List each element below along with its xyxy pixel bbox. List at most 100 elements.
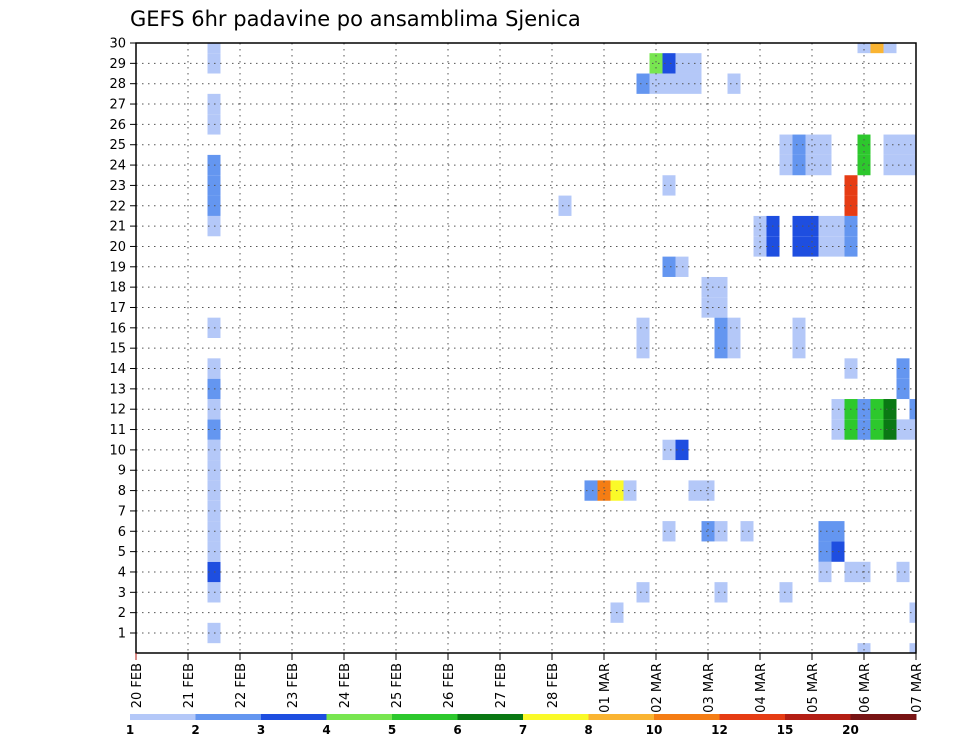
y-tick-label: 10 — [109, 443, 126, 458]
heatmap-cell — [818, 521, 832, 542]
heatmap-cell — [883, 419, 897, 440]
y-tick-label: 7 — [118, 504, 126, 519]
heatmap-cell — [701, 521, 715, 542]
colorbar-label: 7 — [519, 723, 527, 737]
heatmap-cell — [883, 154, 897, 176]
heatmap-cell — [818, 215, 832, 237]
heatmap-cell — [818, 154, 832, 176]
heatmap-cell — [896, 358, 910, 379]
y-tick-label: 17 — [109, 301, 126, 316]
colorbar-segment — [130, 714, 196, 720]
y-tick-label: 21 — [109, 220, 126, 235]
heatmap-cell — [857, 134, 871, 155]
heatmap-cell — [662, 53, 676, 74]
heatmap-cell — [662, 521, 676, 542]
heatmap-cell — [805, 134, 819, 155]
heatmap-cell — [805, 215, 819, 237]
heatmap-cell — [701, 480, 715, 501]
y-tick-label: 30 — [109, 37, 126, 52]
x-tick-label: 24 FEB — [338, 663, 353, 708]
colorbar-segment — [195, 714, 262, 720]
y-tick-label: 15 — [109, 342, 126, 357]
y-tick-label: 8 — [118, 484, 126, 499]
y-tick-label: 29 — [109, 57, 126, 72]
colorbar-segment — [654, 714, 720, 720]
y-axis: 1234567891011121314151617181920212223242… — [109, 37, 136, 642]
y-tick-label: 23 — [109, 179, 126, 194]
x-tick-label: 03 MAR — [702, 663, 717, 713]
colorbar-label: 4 — [322, 723, 330, 737]
colorbar-label: 5 — [388, 723, 396, 737]
heatmap-cell — [909, 419, 916, 440]
colorbar-label: 12 — [711, 723, 728, 737]
heatmap-cell — [870, 419, 884, 440]
heatmap-cell — [805, 236, 819, 257]
colorbar-label: 1 — [126, 723, 134, 737]
colorbar-segment — [523, 714, 589, 720]
heatmap-cell — [818, 236, 832, 257]
heatmap-cell — [636, 317, 650, 338]
y-tick-label: 12 — [109, 403, 126, 418]
heatmap-cell — [623, 480, 637, 501]
heatmap-cell — [883, 43, 897, 54]
x-tick-label: 07 MAR — [910, 663, 925, 713]
colorbar-label: 20 — [842, 723, 859, 737]
heatmap-cell — [896, 378, 910, 400]
chart-title: GEFS 6hr padavine po ansamblima Sjenica — [130, 7, 581, 31]
colorbar-segment — [588, 714, 655, 720]
colorbar-segment — [261, 714, 327, 720]
colorbar-label: 3 — [257, 723, 265, 737]
heatmap-cell — [662, 256, 676, 277]
heatmap-cell — [558, 195, 572, 216]
x-axis: 20 FEB 21 FEB 22 FEB 23 FEB 24 FEB 25 FEB 26 F… — [130, 653, 925, 713]
heatmap-cell — [896, 561, 910, 583]
heatmap-cell — [870, 399, 884, 420]
y-tick-label: 3 — [118, 586, 126, 601]
heatmap-cell — [727, 73, 741, 94]
heatmap-cell — [870, 43, 884, 54]
heatmap-cell — [818, 134, 832, 155]
heatmap-cell — [857, 43, 871, 54]
colorbar-segment — [850, 714, 917, 720]
heatmap-cell — [805, 154, 819, 176]
heatmap-cell — [792, 154, 806, 176]
x-tick-label: 26 FEB — [442, 663, 457, 708]
heatmap-cell — [779, 582, 793, 603]
heatmap-cell — [662, 175, 676, 196]
heatmap-cell — [896, 419, 910, 440]
x-tick-label: 23 FEB — [286, 663, 301, 708]
heatmap-cell — [792, 317, 806, 338]
heatmap-cell — [584, 480, 598, 501]
heatmap-cell — [207, 43, 221, 54]
y-tick-label: 13 — [109, 382, 126, 397]
y-tick-label: 6 — [118, 525, 126, 540]
heatmap-cell — [896, 134, 910, 155]
colorbar-segment — [326, 714, 393, 720]
x-tick-label: 06 MAR — [858, 663, 873, 713]
colorbar-segment — [392, 714, 458, 720]
y-tick-label: 11 — [109, 423, 126, 438]
x-tick-label: 01 MAR — [598, 663, 613, 713]
heatmap-cell — [909, 602, 916, 623]
heatmap-cell — [883, 134, 897, 155]
heatmap-cell — [779, 134, 793, 155]
y-tick-label: 27 — [109, 98, 126, 113]
heatmap-cell — [714, 297, 728, 318]
heatmap-cell — [636, 73, 650, 94]
y-tick-label: 22 — [109, 199, 126, 214]
x-tick-label: 22 FEB — [234, 663, 249, 708]
y-tick-label: 18 — [109, 281, 126, 296]
colorbar-segment — [457, 714, 524, 720]
heatmap-cell — [818, 541, 832, 562]
heatmap-cell — [701, 276, 715, 298]
colorbar-segment — [719, 714, 786, 720]
heatmap-cell — [636, 582, 650, 603]
y-tick-label: 1 — [118, 627, 126, 642]
heatmap-cell — [636, 338, 650, 359]
heatmap-cell — [792, 338, 806, 359]
heatmap-cell — [896, 154, 910, 176]
heatmap-cell — [792, 215, 806, 237]
heatmap-cell — [818, 561, 832, 583]
heatmap-cell — [662, 439, 676, 461]
